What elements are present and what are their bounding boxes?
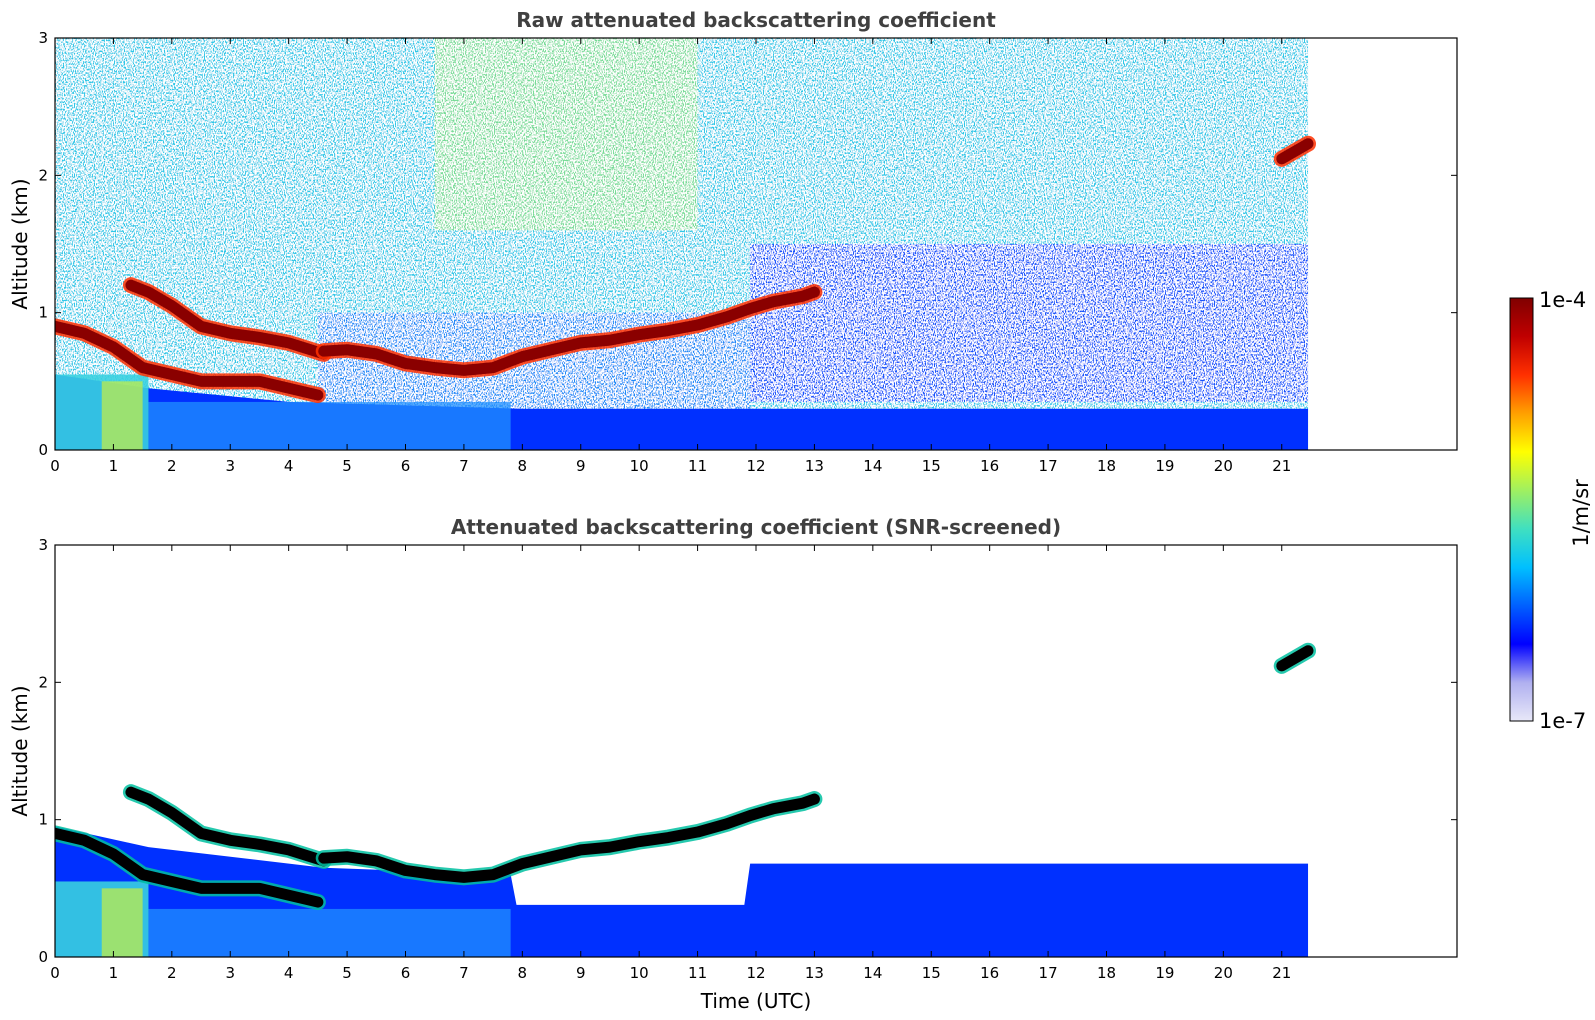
x-tick-label: 8 xyxy=(518,964,528,982)
aerosol-layer-near-ground xyxy=(101,888,143,957)
x-tick-label: 0 xyxy=(50,457,60,475)
y-tick-label: 1 xyxy=(38,811,48,829)
cloud-layer xyxy=(318,286,820,376)
panel-title: Raw attenuated backscattering coefficien… xyxy=(516,8,996,32)
x-tick-label: 12 xyxy=(746,457,765,475)
y-axis-label: Altitude (km) xyxy=(8,685,32,816)
x-tick-label: 15 xyxy=(922,457,941,475)
x-tick-label: 12 xyxy=(746,964,765,982)
noise-band-bright xyxy=(434,38,698,231)
x-tick-label: 0 xyxy=(50,964,60,982)
y-tick-label: 0 xyxy=(38,441,48,459)
x-tick-label: 16 xyxy=(980,964,999,982)
colorbar-units-label: 1/m/sr xyxy=(1569,479,1593,547)
cloud-layer xyxy=(125,279,330,360)
heatmap-area xyxy=(55,38,1317,450)
x-tick-label: 11 xyxy=(688,457,707,475)
x-tick-label: 3 xyxy=(225,457,235,475)
x-tick-label: 10 xyxy=(630,457,649,475)
x-tick-label: 18 xyxy=(1097,457,1116,475)
y-tick-label: 2 xyxy=(38,166,48,184)
x-tick-label: 17 xyxy=(1039,964,1058,982)
x-tick-label: 6 xyxy=(401,457,411,475)
x-tick-label: 3 xyxy=(225,964,235,982)
cloud-layer xyxy=(1276,138,1314,165)
colorbar-gradient xyxy=(1509,297,1534,722)
cloud-layer xyxy=(318,793,820,883)
x-tick-label: 8 xyxy=(518,457,528,475)
x-tick-label: 19 xyxy=(1155,457,1174,475)
x-axis-label: Time (UTC) xyxy=(700,989,812,1013)
noise-band-lower xyxy=(750,244,1309,402)
x-tick-label: 1 xyxy=(109,457,119,475)
x-tick-label: 13 xyxy=(805,964,824,982)
aerosol-layer-near-ground xyxy=(101,381,143,450)
x-tick-label: 10 xyxy=(630,964,649,982)
x-tick-label: 7 xyxy=(459,964,469,982)
x-tick-label: 9 xyxy=(576,964,586,982)
x-tick-label: 17 xyxy=(1039,457,1058,475)
y-tick-label: 0 xyxy=(38,948,48,966)
y-axis-label: Altitude (km) xyxy=(8,178,32,309)
cloud-layer xyxy=(55,320,324,401)
heatmap-area xyxy=(55,642,1317,957)
x-tick-label: 20 xyxy=(1214,457,1233,475)
cloud-layer xyxy=(125,786,330,867)
y-tick-label: 3 xyxy=(38,29,48,47)
x-tick-label: 1 xyxy=(109,964,119,982)
aerosol-layer-near-ground xyxy=(148,401,511,450)
panel-title: Attenuated backscattering coefficient (S… xyxy=(451,515,1061,539)
panel-raw: Raw attenuated backscattering coefficien… xyxy=(8,8,1458,475)
x-tick-label: 15 xyxy=(922,964,941,982)
x-tick-label: 19 xyxy=(1155,964,1174,982)
x-tick-label: 6 xyxy=(401,964,411,982)
x-tick-label: 18 xyxy=(1097,964,1116,982)
y-tick-label: 3 xyxy=(38,536,48,554)
cloud-layer xyxy=(1276,645,1314,672)
y-ticks: 0 1 2 3 xyxy=(38,29,1457,459)
x-tick-label: 21 xyxy=(1272,964,1291,982)
x-tick-label: 21 xyxy=(1272,457,1291,475)
x-tick-label: 9 xyxy=(576,457,586,475)
x-ticks: 0 1 2 3 4 5 6 7 8 9 10 11 12 13 14 15 16 17 18 19 20 21 xyxy=(50,38,1291,475)
x-tick-label: 16 xyxy=(980,457,999,475)
x-tick-label: 2 xyxy=(167,457,177,475)
y-tick-label: 2 xyxy=(38,673,48,691)
x-tick-label: 7 xyxy=(459,457,469,475)
x-tick-label: 5 xyxy=(342,964,352,982)
x-tick-label: 4 xyxy=(284,964,294,982)
x-tick-label: 20 xyxy=(1214,964,1233,982)
x-ticks: 0 1 2 3 4 5 6 7 8 9 10 11 12 13 14 15 16 17 18 19 20 21 xyxy=(50,545,1291,982)
y-tick-label: 1 xyxy=(38,304,48,322)
colorbar-min-label: 1e-7 xyxy=(1539,709,1586,733)
colorbar-max-label: 1e-4 xyxy=(1539,288,1586,312)
x-tick-label: 14 xyxy=(863,964,882,982)
x-tick-label: 2 xyxy=(167,964,177,982)
x-tick-label: 5 xyxy=(342,457,352,475)
cloud-layer xyxy=(55,827,324,908)
panel-snr-screened: Attenuated backscattering coefficient (S… xyxy=(8,515,1458,1013)
x-tick-label: 14 xyxy=(863,457,882,475)
y-ticks: 0 1 2 3 xyxy=(38,536,1457,966)
x-tick-label: 13 xyxy=(805,457,824,475)
aerosol-layer-near-ground xyxy=(148,908,511,957)
x-tick-label: 4 xyxy=(284,457,294,475)
x-tick-label: 11 xyxy=(688,964,707,982)
colorbar: 1e-4 1e-7 1/m/sr xyxy=(1509,288,1593,733)
